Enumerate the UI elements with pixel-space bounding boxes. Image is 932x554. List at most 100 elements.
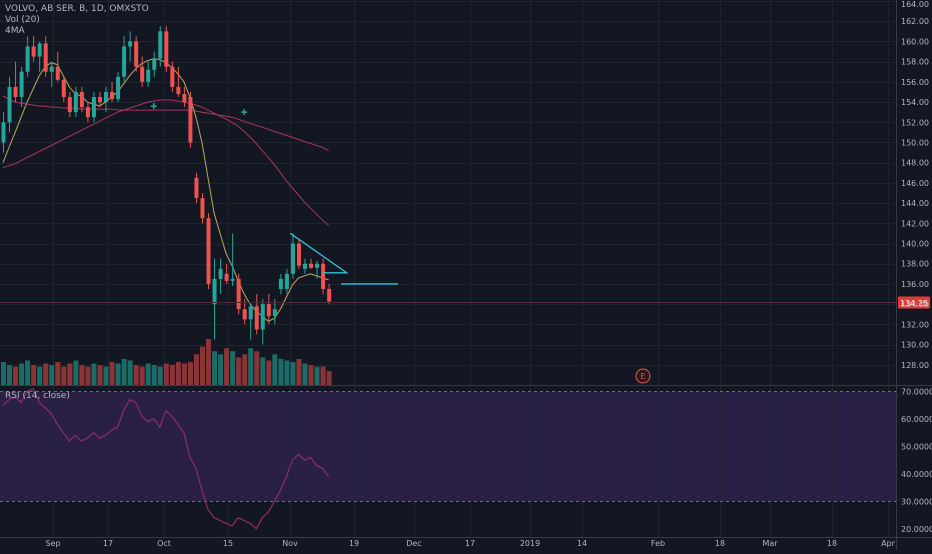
volume-bar	[43, 363, 49, 385]
volume-bar	[73, 360, 79, 385]
candle	[164, 26, 169, 72]
candle-body	[13, 86, 18, 97]
rsi-tick-label: 70.0000	[901, 387, 932, 396]
time-tick-label: Mar	[762, 539, 778, 548]
candle	[31, 36, 36, 62]
candle	[284, 268, 289, 295]
price-tick-label: 146.00	[901, 179, 929, 188]
price-tick-label: 138.00	[901, 260, 929, 269]
candle	[122, 36, 127, 82]
candle	[85, 102, 90, 123]
symbol-title[interactable]: VOLVO, AB SER. B, 1D, OMXSTO	[5, 4, 149, 14]
candle	[170, 61, 175, 92]
volume-bar	[278, 358, 284, 385]
volume-bar	[260, 357, 266, 385]
candle	[236, 273, 241, 315]
candle-body	[43, 43, 48, 72]
price-tick-label: 136.00	[901, 280, 929, 289]
candle	[134, 36, 139, 72]
candle-body	[194, 177, 199, 199]
rsi-tick-label: 50.0000	[901, 442, 932, 451]
candle	[242, 299, 247, 325]
candle	[37, 41, 42, 72]
price-tick-label: 140.00	[901, 240, 929, 249]
candle-body	[134, 41, 139, 67]
volume-bar	[67, 363, 73, 385]
candle-body	[31, 46, 36, 57]
rsi-axis-labels: 20.0000 30.0000 40.0000 50.0000 60.0000 70.00…	[901, 387, 932, 533]
price-tick-label: 144.00	[901, 199, 929, 208]
time-tick-label: 2019	[520, 539, 540, 548]
volume-bar	[224, 348, 230, 385]
candle	[272, 299, 277, 325]
candle	[19, 66, 24, 108]
volume-bar	[31, 365, 37, 385]
candle	[25, 36, 30, 77]
candle	[309, 258, 314, 269]
candle-body	[97, 97, 102, 103]
volume-bar	[121, 358, 127, 385]
volume-bar	[236, 357, 242, 385]
candle	[194, 172, 199, 204]
time-tick-label: Oct	[157, 539, 171, 548]
time-tick-label: Apr	[881, 539, 896, 548]
time-tick-label: 17	[103, 539, 113, 548]
candle	[266, 294, 271, 325]
candle-body	[254, 306, 259, 330]
volume-bar	[151, 365, 157, 385]
candle	[254, 294, 259, 335]
price-tick-label: 164.00	[901, 0, 929, 9]
candle	[248, 304, 253, 340]
candle-body	[296, 243, 301, 266]
candle-body	[212, 278, 217, 305]
candle	[110, 81, 115, 103]
candle-body	[91, 97, 96, 118]
rsi-band-fill	[0, 391, 896, 502]
rsi-indicator-label[interactable]: RSI (14, close)	[5, 391, 70, 401]
ma-cross-marker	[241, 109, 248, 116]
price-tick-label: 152.00	[901, 118, 929, 127]
volume-bar	[37, 366, 43, 385]
candle	[303, 258, 307, 274]
candle	[158, 26, 163, 67]
volume-bar	[109, 362, 115, 385]
time-tick-label: 19	[349, 539, 359, 548]
candle	[290, 233, 295, 279]
volume-bar	[314, 366, 320, 385]
candle-body	[272, 309, 277, 317]
time-tick-label: 18	[715, 539, 725, 548]
volume-bar	[25, 360, 31, 385]
price-tick-label: 142.00	[901, 219, 929, 228]
price-tick-label: 130.00	[901, 341, 929, 350]
candle	[43, 36, 48, 77]
volume-bar	[169, 365, 175, 385]
candle	[321, 258, 326, 295]
earnings-marker-text: E	[640, 372, 645, 381]
volume-bar	[230, 351, 236, 385]
volume-bar	[127, 360, 133, 385]
volume-bar	[49, 365, 55, 385]
volume-bars	[1, 339, 332, 385]
candle	[200, 193, 205, 224]
volume-bar	[187, 362, 193, 385]
volume-bar	[157, 366, 163, 385]
rsi-tick-label: 20.0000	[901, 525, 932, 534]
volume-bar	[326, 371, 332, 385]
candle	[260, 299, 265, 345]
volume-indicator-label[interactable]: Vol (20)	[5, 15, 40, 25]
candle-body	[37, 43, 42, 57]
volume-bar	[115, 363, 121, 385]
volume-bar	[193, 354, 199, 385]
time-tick-label: 18	[827, 539, 837, 548]
ma-indicator-label[interactable]: 4MA	[5, 26, 25, 36]
candle	[315, 260, 320, 279]
last-price-badge	[898, 296, 930, 309]
candle	[206, 213, 211, 289]
candle-body	[19, 71, 24, 97]
volume-bar	[254, 351, 260, 385]
candle-body	[1, 122, 6, 143]
candle-body	[104, 91, 109, 103]
rsi-line	[2, 387, 330, 530]
